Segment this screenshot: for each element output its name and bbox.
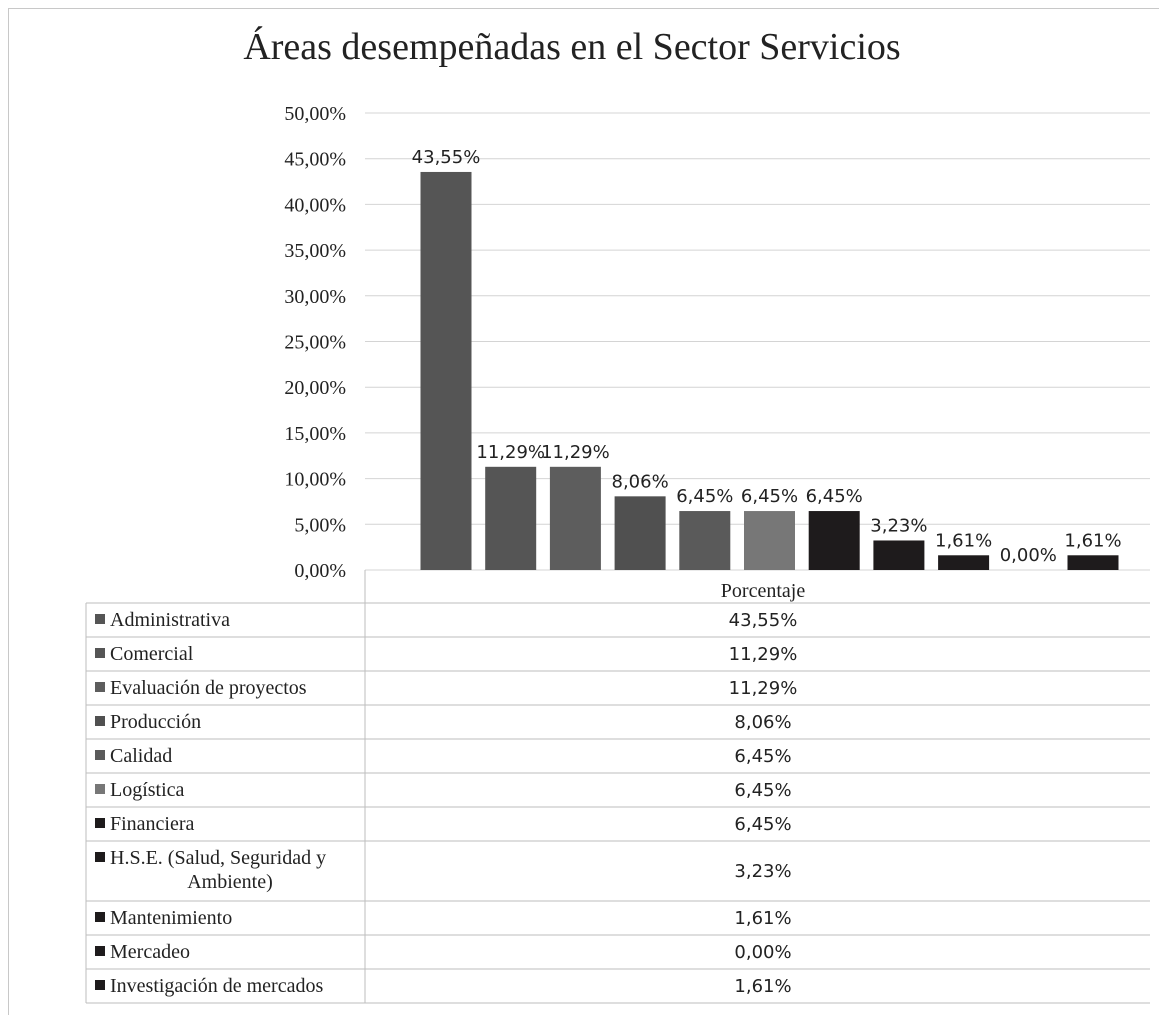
table-category-label: Administrativa [110, 609, 230, 631]
table-row: Mantenimiento 1,61% [85, 901, 1150, 936]
legend-swatch [95, 750, 105, 760]
table-row: Administrativa 43,55% [85, 603, 1150, 638]
y-tick-label: 50,00% [284, 103, 346, 125]
legend-swatch [95, 614, 105, 624]
bars [420, 171, 1119, 570]
table-category-label: Investigación de mercados [110, 975, 323, 997]
table-category-label: Producción [110, 711, 201, 733]
table-row: H.S.E. (Salud, Seguridad y Ambiente) 3,23% [85, 841, 1150, 902]
table-row: Evaluación de proyectos 11,29% [85, 671, 1150, 706]
table-category-label: Calidad [110, 745, 172, 767]
y-tick-label: 30,00% [284, 286, 346, 308]
legend-swatch [95, 912, 105, 922]
table-value: 11,29% [729, 644, 798, 665]
bar [549, 466, 601, 570]
table-value: 3,23% [734, 861, 791, 882]
data-label: 6,45% [806, 486, 863, 507]
table-value: 0,00% [734, 942, 791, 963]
table-value: 1,61% [734, 908, 791, 929]
y-axis-tick-labels: 0,00% 5,00% 10,00% 15,00% 20,00% 25,00% 30,00%… [284, 103, 346, 582]
data-label: 1,61% [935, 530, 992, 551]
table-category-label: Logística [110, 779, 185, 801]
table-row: Financiera 6,45% [85, 807, 1150, 842]
bar [873, 540, 925, 570]
y-tick-label: 15,00% [284, 423, 346, 445]
chart-title: Áreas desempeñadas en el Sector Servicio… [243, 26, 900, 68]
table-value: 8,06% [734, 712, 791, 733]
table-category-label: Comercial [110, 643, 194, 665]
y-tick-label: 5,00% [294, 514, 346, 536]
y-tick-label: 35,00% [284, 240, 346, 262]
bar [614, 496, 666, 570]
table-category-label: H.S.E. (Salud, Seguridad y Ambiente) [110, 847, 326, 893]
table-value: 6,45% [734, 746, 791, 767]
bar [420, 171, 472, 570]
y-tick-label: 25,00% [284, 332, 346, 354]
table-value: 6,45% [734, 814, 791, 835]
table-category-label: Financiera [110, 813, 195, 835]
chart-frame [8, 8, 1159, 1015]
legend-swatch [95, 818, 105, 828]
legend-swatch [95, 784, 105, 794]
data-label: 1,61% [1064, 530, 1121, 551]
legend-swatch [95, 648, 105, 658]
data-label: 8,06% [612, 471, 669, 492]
legend-swatch [95, 852, 105, 862]
table-category-label: Mercadeo [110, 941, 190, 963]
table-row: Calidad 6,45% [85, 739, 1150, 774]
bar [808, 511, 860, 570]
table-value: 6,45% [734, 780, 791, 801]
table-row: Comercial 11,29% [85, 637, 1150, 672]
legend-swatch [95, 682, 105, 692]
legend-swatch [95, 980, 105, 990]
legend-swatch [95, 716, 105, 726]
data-table: Porcentaje Administrativa 43,55% Comercial… [85, 570, 1150, 1004]
bar [679, 511, 731, 570]
bar [485, 466, 537, 570]
data-label: 6,45% [741, 486, 798, 507]
data-label: 0,00% [1000, 545, 1057, 566]
y-tick-label: 45,00% [284, 149, 346, 171]
bar [1067, 555, 1119, 570]
bar [744, 511, 795, 570]
table-row: Investigación de mercados 1,61% [85, 969, 1150, 1004]
table-value: 11,29% [729, 678, 798, 699]
table-category-label: Mantenimiento [110, 907, 232, 929]
table-category-label: Evaluación de proyectos [110, 677, 307, 699]
y-tick-label: 40,00% [284, 194, 346, 216]
table-row: Mercadeo 0,00% [85, 935, 1150, 970]
data-labels: 43,55%11,29%11,29%8,06%6,45% 6,45% 6,45%3,… [412, 147, 1122, 566]
data-label: 11,29% [541, 442, 610, 463]
y-tick-label: 10,00% [284, 469, 346, 491]
table-value: 43,55% [729, 610, 798, 631]
bar [938, 555, 990, 570]
data-label: 11,29% [476, 442, 545, 463]
data-label: 3,23% [870, 515, 927, 536]
table-row: Producción 8,06% [85, 705, 1150, 740]
y-tick-label: 0,00% [294, 560, 346, 582]
legend-swatch [95, 946, 105, 956]
table-row: Logística 6,45% [85, 773, 1150, 808]
y-tick-label: 20,00% [284, 377, 346, 399]
data-label: 6,45% [676, 486, 733, 507]
table-value: 1,61% [734, 976, 791, 997]
table-header-series-name: Porcentaje [721, 580, 806, 602]
data-label: 43,55% [412, 147, 481, 168]
